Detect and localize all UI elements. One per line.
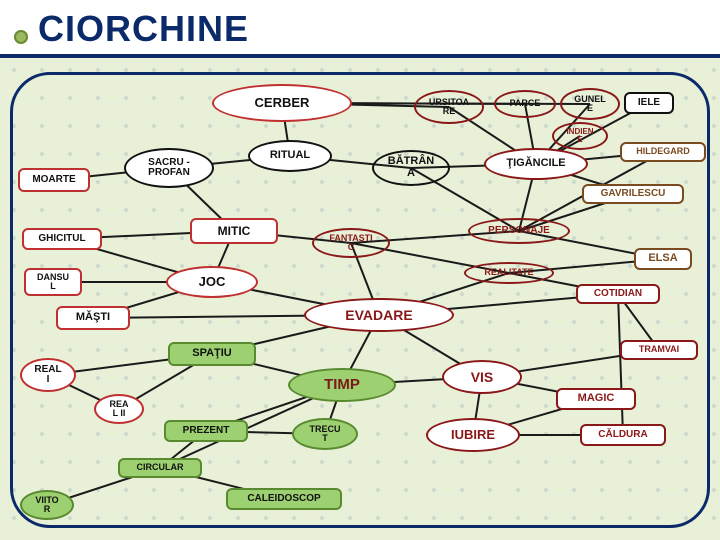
- node-indiene: INDIEN E: [552, 122, 608, 150]
- node-real1: REAL I: [20, 358, 76, 392]
- node-tramvai: TRAMVAI: [620, 340, 698, 360]
- node-trecut: TRECU T: [292, 418, 358, 450]
- node-evadare: EVADARE: [304, 298, 454, 332]
- node-ritual: RITUAL: [248, 140, 332, 172]
- node-ghicitul: GHICITUL: [22, 228, 102, 250]
- node-iubire: IUBIRE: [426, 418, 520, 452]
- node-joc: JOC: [166, 266, 258, 298]
- node-gunele: GUNEL E: [560, 88, 620, 120]
- node-masti: MĂŞTI: [56, 306, 130, 330]
- title-bullet-icon: [14, 30, 28, 44]
- node-cotidian: COTIDIAN: [576, 284, 660, 304]
- node-timp: TIMP: [288, 368, 396, 402]
- node-magic: MAGIC: [556, 388, 636, 410]
- node-real2: REA L II: [94, 394, 144, 424]
- node-moarte: MOARTE: [18, 168, 90, 192]
- node-ursitoare: URSITOA RE: [414, 90, 484, 124]
- node-viitor: VIITO R: [20, 490, 74, 520]
- node-vis: VIS: [442, 360, 522, 394]
- node-fantastic: FANTASTI C: [312, 228, 390, 258]
- node-prezent: PREZENT: [164, 420, 248, 442]
- page-title: CIORCHINE: [38, 8, 249, 50]
- node-caleidoscop: CALEIDOSCOP: [226, 488, 342, 510]
- node-personaje: PERSONAJE: [468, 218, 570, 244]
- node-elsa: ELSA: [634, 248, 692, 270]
- node-gavrilescu: GAVRILESCU: [582, 184, 684, 204]
- node-caldura: CĂLDURA: [580, 424, 666, 446]
- node-spatiu: SPAŢIU: [168, 342, 256, 366]
- node-mitic: MITIC: [190, 218, 278, 244]
- title-bar: CIORCHINE: [0, 0, 720, 58]
- node-sacru: SACRU - PROFAN: [124, 148, 214, 188]
- node-hildegard: HILDEGARD: [620, 142, 706, 162]
- node-batrana: BĂTRÂN A: [372, 150, 450, 186]
- node-parce: PARCE: [494, 90, 556, 118]
- node-tigancile: ŢIGĂNCILE: [484, 148, 588, 180]
- node-realitate: REALITATE: [464, 262, 554, 284]
- node-circular: CIRCULAR: [118, 458, 202, 478]
- node-cerber: CERBER: [212, 84, 352, 122]
- node-dansul: DANSU L: [24, 268, 82, 296]
- node-iele: IELE: [624, 92, 674, 114]
